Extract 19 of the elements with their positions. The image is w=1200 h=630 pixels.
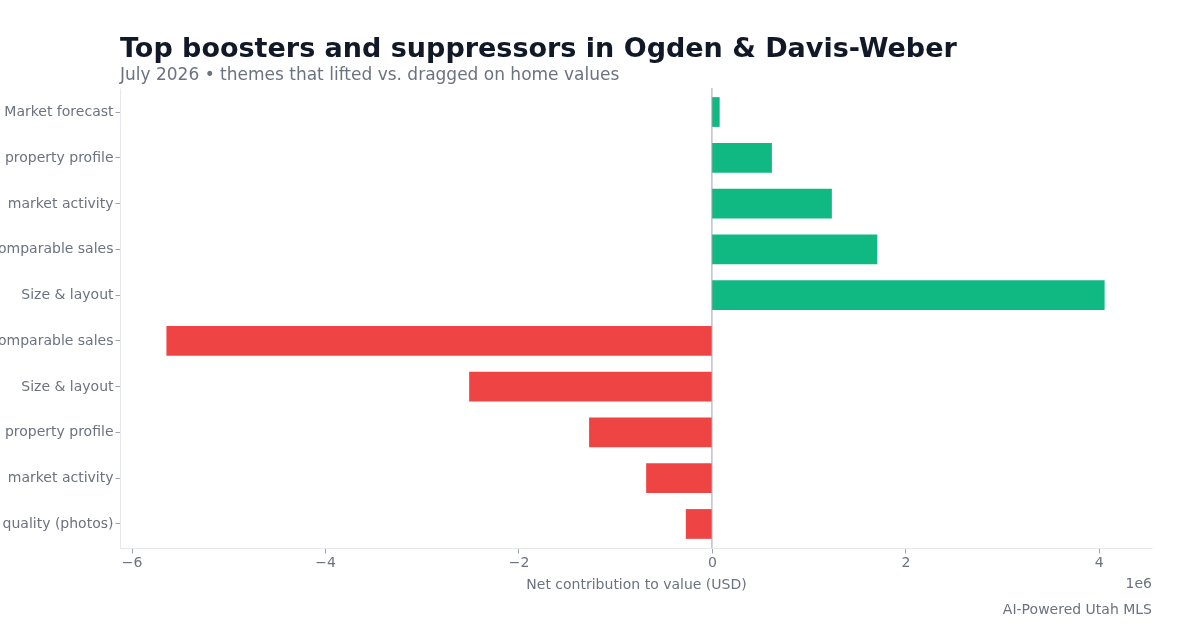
y-tick-label: market activity (7, 194, 114, 211)
x-tick-label: 0 (707, 553, 717, 570)
x-tick-label: −2 (508, 553, 530, 570)
x-axis-title: Net contribution to value (USD) (526, 575, 747, 592)
y-tick-label: Size & layout (21, 286, 114, 303)
x-tick-label: −4 (315, 553, 336, 570)
x-tick-label: −6 (121, 553, 143, 570)
text: 1e6 (1125, 575, 1152, 591)
y-tick-label: property profile (4, 423, 114, 440)
y-tick-label: quality (photos) (2, 514, 114, 531)
y-tick-label: property profile (4, 148, 114, 165)
text: AI-Powered Utah MLS (1002, 601, 1152, 617)
x-tick-label: 2 (901, 553, 911, 570)
y-tick-label: Size & layout (21, 377, 114, 394)
chart-subtitle: July 2026 • themes that lifted vs. dragged on home values (119, 63, 620, 84)
chart-title: Top boosters and suppressors in Ogden & Davis-Weber (120, 31, 958, 63)
y-tick-label: Market forecast (4, 103, 114, 120)
x-tick-label: 4 (1094, 553, 1104, 570)
y-tick-label: market activity (7, 469, 114, 486)
